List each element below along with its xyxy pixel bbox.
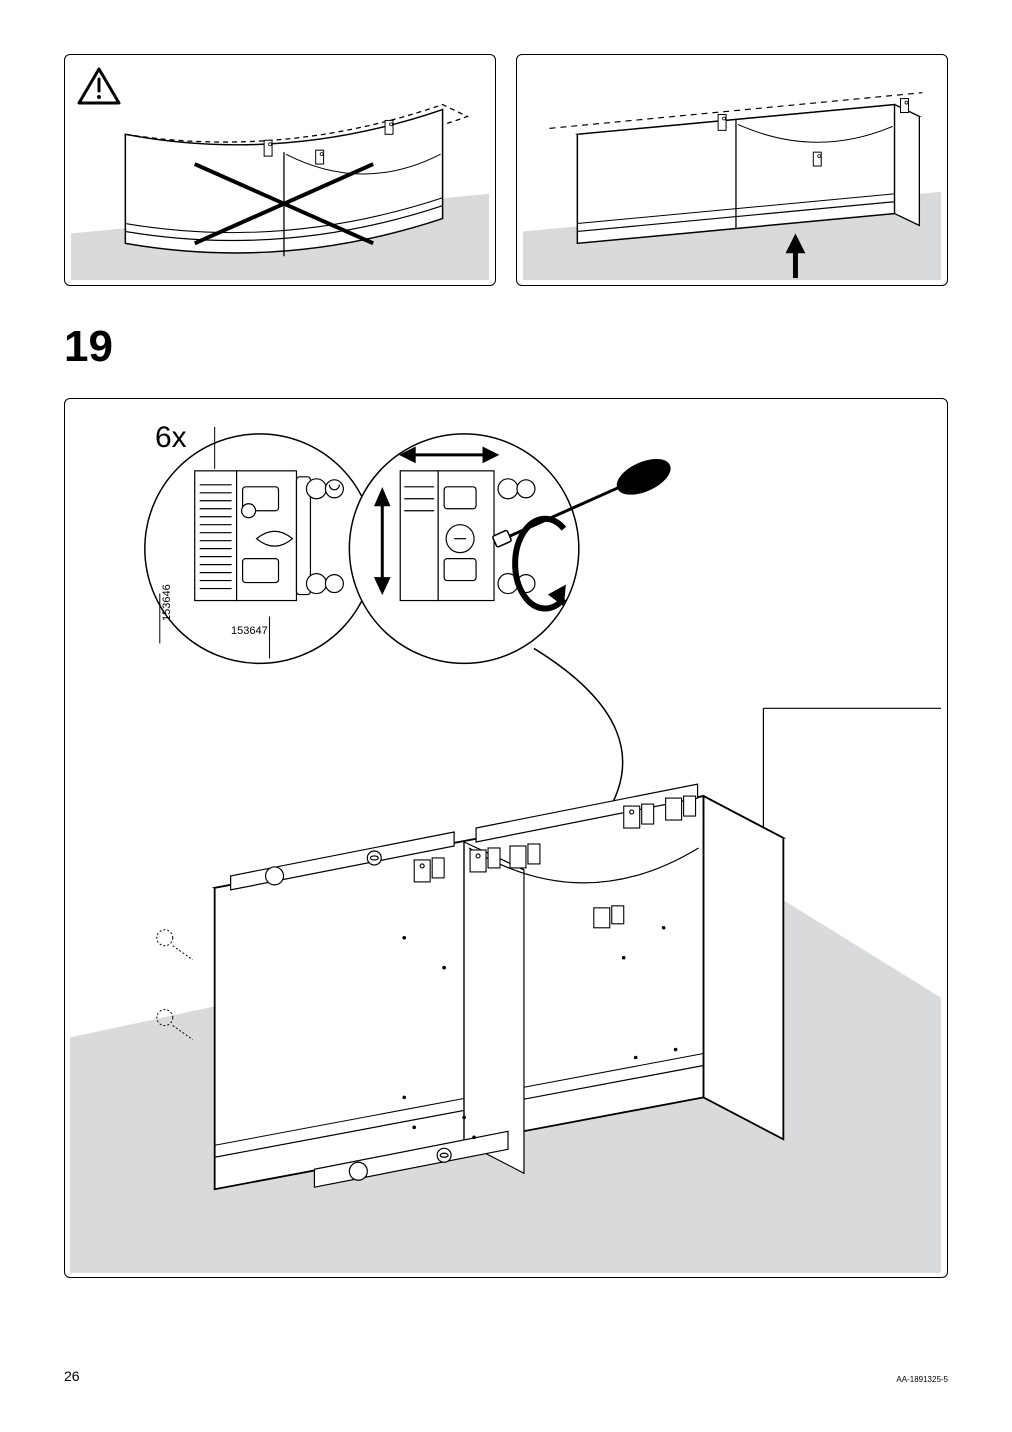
document-id: AA-1891325-5 — [896, 1375, 948, 1384]
assembly-instruction-page: 19 6x — [0, 0, 1012, 1432]
page-number: 26 — [64, 1368, 80, 1384]
main-illustration — [65, 399, 947, 1277]
correct-cabinet-illustration — [517, 55, 947, 285]
wrong-cabinet-illustration — [65, 55, 495, 285]
top-comparison-row — [64, 54, 948, 286]
quantity-label: 6x — [155, 421, 187, 455]
step-number: 19 — [64, 322, 113, 372]
panel-wrong — [64, 54, 496, 286]
part-number-153647: 153647 — [231, 625, 268, 637]
part-number-153646: 153646 — [161, 584, 173, 621]
main-panel: 6x — [64, 398, 948, 1278]
panel-correct — [516, 54, 948, 286]
warning-icon — [77, 67, 121, 105]
